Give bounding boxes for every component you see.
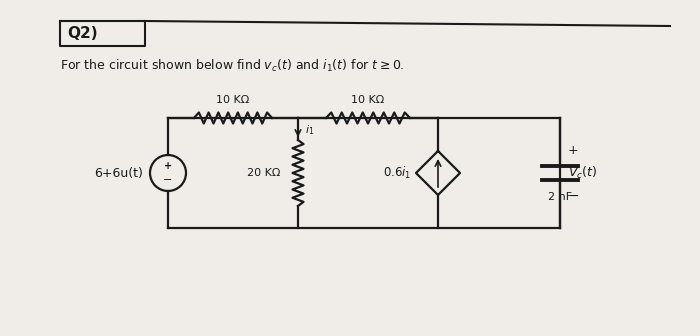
Text: $i_1$: $i_1$ — [305, 123, 314, 137]
Text: For the circuit shown below find $v_c(t)$ and $i_1(t)$ for $t \geq 0$.: For the circuit shown below find $v_c(t)… — [60, 58, 405, 74]
Text: +: + — [164, 161, 172, 171]
Text: $0.6i_1$: $0.6i_1$ — [383, 165, 411, 181]
Text: −: − — [163, 175, 173, 185]
Text: 2 nF: 2 nF — [548, 192, 572, 202]
Text: 6+6u(t): 6+6u(t) — [94, 167, 143, 179]
Text: $-$: $-$ — [568, 188, 579, 202]
Text: 10 KΩ: 10 KΩ — [216, 95, 250, 105]
Text: $V_c(t)$: $V_c(t)$ — [568, 165, 597, 181]
Text: 20 KΩ: 20 KΩ — [246, 168, 280, 178]
Text: 10 KΩ: 10 KΩ — [351, 95, 384, 105]
Text: Q2): Q2) — [67, 27, 97, 42]
Text: +: + — [568, 144, 579, 158]
